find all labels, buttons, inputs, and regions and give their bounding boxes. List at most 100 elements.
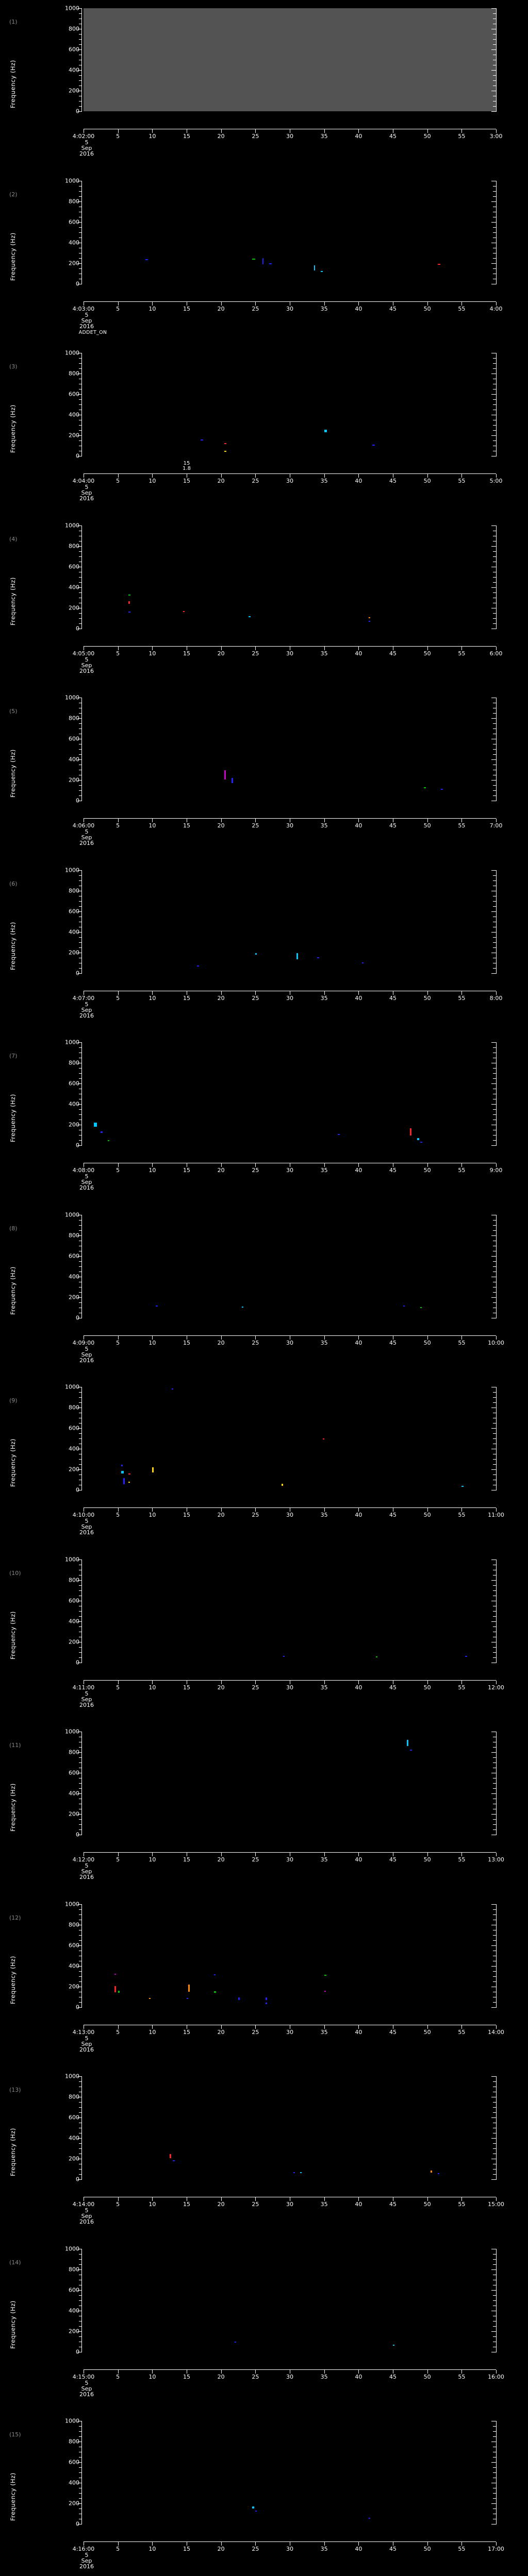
y-tick-minor — [79, 785, 82, 786]
plot-area[interactable] — [84, 1559, 496, 1663]
plot-area[interactable] — [84, 1732, 496, 1835]
plot-right-spine — [491, 2076, 497, 2180]
x-tick-label: 35 — [320, 1856, 328, 1863]
x-tick — [496, 474, 497, 478]
date-line: 2016 — [79, 323, 94, 330]
y-tick-major — [77, 1297, 82, 1298]
y-tick-major-right — [491, 2269, 497, 2270]
plot-area[interactable] — [84, 353, 496, 456]
y-tick-minor-right — [493, 363, 497, 364]
x-axis-start-label: 4:15:00 — [72, 2373, 95, 2380]
x-tick — [358, 129, 359, 133]
date-line: Sep — [81, 1006, 92, 1013]
y-tick-major-right — [491, 1469, 497, 1470]
x-tick-label: 45 — [389, 478, 397, 484]
plot-area[interactable] — [84, 1042, 496, 1145]
y-axis: 0 200 400 600 800 1000 — [65, 1384, 85, 1493]
x-tick-label: 10 — [148, 2028, 156, 2036]
x-axis-annotation: 15 1.8 — [183, 461, 191, 471]
x-axis-date: 5 Sep 2016 — [79, 140, 94, 157]
plot-right-spine — [491, 1904, 497, 2008]
y-tick-minor-right — [493, 2253, 497, 2255]
x-tick — [255, 819, 256, 822]
y-tick-minor — [79, 1261, 82, 1262]
date-line: 5 — [85, 2552, 89, 2558]
y-tick-minor-right — [493, 1266, 497, 1267]
y-tick-label: 800 — [69, 715, 79, 722]
y-tick-label: 600 — [69, 2459, 79, 2466]
y-tick-minor — [79, 1652, 82, 1653]
y-tick-minor — [79, 2436, 82, 2437]
plot-area[interactable] — [84, 698, 496, 801]
x-tick — [324, 1680, 325, 1684]
x-tick-label: 25 — [252, 822, 259, 829]
x-tick — [427, 2542, 428, 2546]
y-tick-label: 0 — [76, 1831, 79, 1838]
plot-area[interactable] — [84, 1387, 496, 1490]
x-tick-label: 30 — [286, 1339, 293, 1346]
x-tick — [358, 819, 359, 822]
x-axis-start-label: 4:05:00 — [72, 650, 95, 657]
detection-mark — [121, 1465, 123, 1467]
detection-mark — [152, 1467, 154, 1473]
y-tick-major-right — [491, 1621, 497, 1622]
y-axis-title: Frequency (Hz) — [9, 232, 16, 281]
x-tick-label: 55 — [458, 650, 466, 657]
y-tick-minor-right — [493, 1459, 497, 1460]
detection-mark — [362, 962, 364, 963]
plot-area[interactable] — [84, 870, 496, 973]
x-tick-label: 45 — [389, 1856, 397, 1863]
y-tick-label: 800 — [69, 1921, 79, 1928]
plot-area[interactable] — [84, 8, 496, 111]
y-tick-minor-right — [493, 1824, 497, 1825]
x-tick — [152, 819, 153, 822]
y-tick-minor-right — [493, 2143, 497, 2144]
panel-number: (9) — [9, 1397, 18, 1404]
y-axis-title: Frequency (Hz) — [9, 1783, 16, 1832]
detection-mark — [214, 1991, 217, 1993]
plot-right-spine — [491, 1042, 497, 1146]
plot-area[interactable] — [84, 180, 496, 284]
x-axis — [84, 301, 497, 306]
panel-7: 0 200 400 600 800 1000 Frequency (Hz) (7) 4:08:0… — [0, 0, 528, 1191]
y-tick-minor — [79, 2498, 82, 2499]
plot-area[interactable] — [84, 2248, 496, 2352]
panel-4: 0 200 400 600 800 1000 Frequency (Hz) (4) 4:05:0… — [0, 0, 528, 674]
detection-mark — [200, 439, 203, 440]
detection-mark — [94, 1123, 97, 1127]
y-tick-minor — [79, 1829, 82, 1830]
y-tick-major — [77, 201, 82, 202]
plot-area[interactable] — [84, 2076, 496, 2179]
y-tick-minor — [79, 1073, 82, 1074]
y-tick-minor-right — [493, 1940, 497, 1941]
y-tick-label: 1000 — [65, 694, 79, 701]
x-tick-label: 35 — [320, 650, 328, 657]
x-tick — [152, 474, 153, 478]
y-tick-label: 800 — [69, 2266, 79, 2273]
plot-area[interactable] — [84, 1214, 496, 1318]
y-tick-minor-right — [493, 618, 497, 619]
x-tick — [152, 1680, 153, 1684]
y-tick-minor-right — [493, 1626, 497, 1627]
y-tick-label: 800 — [69, 25, 79, 32]
plot-area[interactable] — [84, 1904, 496, 2007]
x-tick-label: 55 — [458, 1684, 466, 1691]
x-tick — [358, 2542, 359, 2546]
plot-area[interactable] — [84, 2421, 496, 2524]
y-tick-minor — [79, 399, 82, 400]
plot-area[interactable] — [84, 525, 496, 629]
x-tick-label: 45 — [389, 2546, 397, 2552]
y-tick-label: 200 — [69, 432, 79, 439]
y-tick-minor — [79, 556, 82, 557]
x-tick — [152, 1163, 153, 1167]
x-tick-label: 40 — [355, 822, 362, 829]
y-tick-minor-right — [493, 901, 497, 902]
x-tick — [496, 1508, 497, 1512]
y-tick-minor — [79, 1819, 82, 1820]
x-tick — [221, 301, 222, 306]
x-tick-label: 30 — [286, 305, 293, 312]
plot-right-spine — [491, 698, 497, 801]
y-tick-minor-right — [493, 1292, 497, 1293]
x-tick-label: 5 — [116, 2546, 120, 2552]
y-tick-minor-right — [493, 1611, 497, 1612]
